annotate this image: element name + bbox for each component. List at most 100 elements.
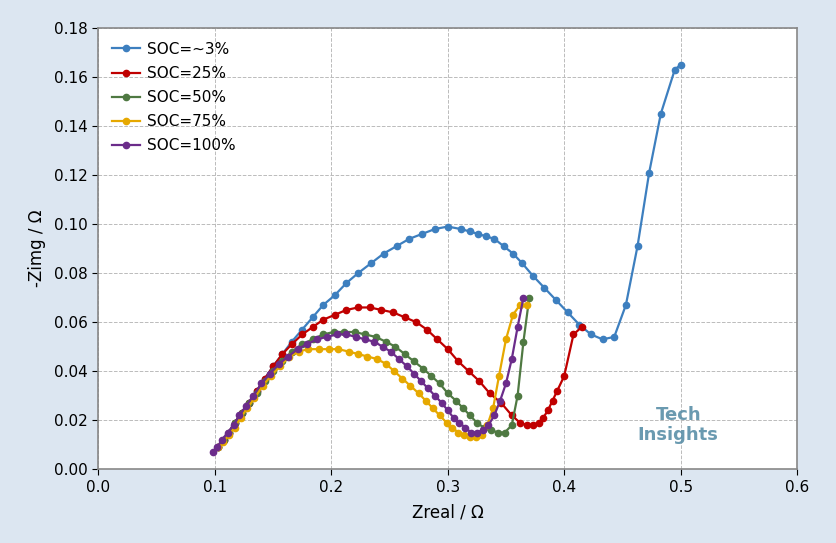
SOC=∼3% [498, 243, 508, 249]
SOC=25% [514, 419, 524, 426]
SOC=∼3% [318, 302, 328, 308]
SOC=50% [517, 338, 528, 345]
SOC=25% [431, 336, 441, 343]
SOC=50% [409, 358, 419, 365]
SOC=100% [454, 419, 464, 426]
SOC=∼3% [268, 363, 278, 370]
SOC=25% [452, 358, 462, 365]
SOC=25% [399, 314, 409, 320]
Line: SOC=∼3%: SOC=∼3% [215, 61, 683, 450]
Line: SOC=25%: SOC=25% [215, 304, 584, 450]
SOC=25% [229, 419, 239, 426]
SOC=∼3% [229, 419, 239, 426]
SOC=∼3% [527, 273, 537, 279]
SOC=50% [492, 430, 502, 436]
SOC=75% [434, 412, 444, 419]
SOC=50% [390, 343, 400, 350]
SOC=75% [500, 336, 510, 343]
SOC=25% [538, 414, 548, 421]
SOC=∼3% [353, 270, 363, 276]
SOC=75% [223, 432, 233, 438]
SOC=∼3% [252, 388, 262, 394]
SOC=50% [219, 437, 229, 443]
SOC=∼3% [378, 250, 388, 257]
Y-axis label: -Zimg / Ω: -Zimg / Ω [28, 210, 46, 287]
SOC=∼3% [391, 243, 401, 249]
SOC=∼3% [260, 375, 270, 382]
SOC=75% [213, 444, 223, 451]
SOC=75% [482, 422, 492, 428]
SOC=75% [413, 390, 423, 396]
SOC=25% [341, 307, 351, 313]
SOC=75% [344, 349, 354, 355]
SOC=100% [517, 294, 528, 301]
SOC=50% [434, 380, 444, 387]
SOC=50% [399, 351, 409, 357]
SOC=∼3% [329, 292, 339, 299]
SOC=75% [514, 302, 524, 308]
SOC=25% [442, 346, 452, 352]
SOC=50% [318, 331, 328, 338]
SOC=75% [380, 361, 390, 367]
SOC=100% [302, 341, 312, 348]
SOC=75% [249, 395, 259, 401]
SOC=100% [369, 338, 379, 345]
SOC=∼3% [223, 430, 233, 436]
SOC=100% [401, 363, 411, 370]
SOC=25% [252, 388, 262, 394]
SOC=100% [293, 346, 303, 352]
SOC=75% [470, 434, 480, 441]
Line: SOC=75%: SOC=75% [215, 302, 529, 450]
SOC=25% [558, 373, 568, 380]
SOC=25% [376, 307, 386, 313]
SOC=50% [308, 336, 318, 343]
SOC=25% [576, 324, 586, 330]
SOC=25% [474, 378, 484, 384]
SOC=50% [223, 430, 233, 436]
SOC=75% [427, 405, 437, 411]
SOC=100% [436, 400, 446, 406]
SOC=25% [568, 331, 578, 338]
SOC=50% [213, 444, 223, 451]
SOC=50% [426, 373, 436, 380]
SOC=∼3% [507, 250, 517, 257]
SOC=∼3% [489, 236, 499, 242]
SOC=50% [499, 430, 509, 436]
SOC=25% [364, 304, 375, 311]
SOC=25% [484, 390, 494, 396]
SOC=∼3% [341, 280, 351, 286]
SOC=75% [303, 346, 313, 352]
SOC=∼3% [213, 444, 223, 451]
SOC=50% [277, 358, 287, 365]
SOC=25% [522, 422, 532, 428]
SOC=75% [217, 439, 227, 446]
SOC=100% [207, 449, 217, 456]
SOC=100% [359, 336, 370, 343]
SOC=∼3% [585, 331, 595, 338]
SOC=100% [409, 370, 419, 377]
SOC=50% [349, 329, 359, 335]
SOC=∼3% [308, 314, 318, 320]
SOC=25% [463, 368, 473, 375]
SOC=25% [543, 407, 553, 414]
SOC=75% [266, 373, 276, 380]
SOC=∼3% [517, 260, 527, 267]
SOC=75% [458, 432, 468, 438]
SOC=25% [243, 400, 253, 406]
SOC=100% [415, 378, 426, 384]
SOC=∼3% [416, 231, 426, 237]
SOC=∼3% [550, 297, 560, 304]
SOC=100% [256, 380, 266, 387]
SOC=50% [478, 424, 488, 431]
SOC=75% [421, 397, 431, 404]
SOC=25% [308, 324, 318, 330]
SOC=∼3% [644, 169, 654, 176]
SOC=25% [223, 430, 233, 436]
SOC=∼3% [609, 333, 619, 340]
SOC=∼3% [632, 243, 642, 249]
SOC=100% [217, 437, 227, 443]
SOC=50% [287, 349, 297, 355]
SOC=50% [485, 427, 495, 433]
SOC=50% [506, 422, 516, 428]
SOC=75% [235, 414, 245, 421]
